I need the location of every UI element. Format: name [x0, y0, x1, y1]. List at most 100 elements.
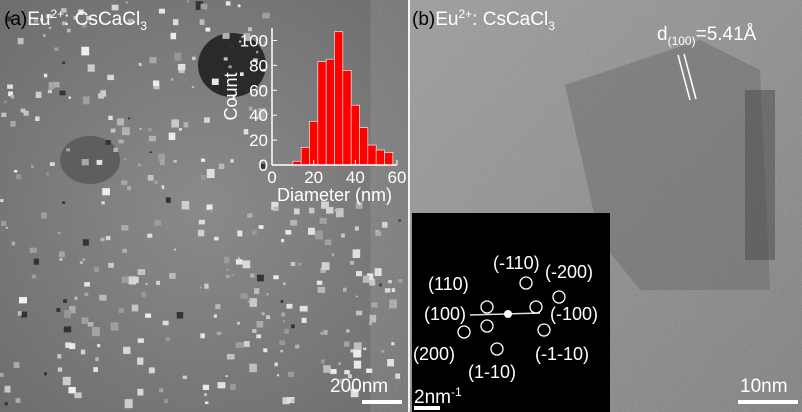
particle	[226, 275, 230, 278]
particle	[398, 279, 403, 282]
particle	[179, 128, 182, 131]
particle	[375, 231, 381, 236]
particle	[356, 271, 362, 276]
particle	[132, 305, 139, 312]
particle	[125, 399, 133, 408]
spot-label: (-1-10)	[535, 344, 589, 364]
bar	[376, 150, 384, 165]
particle	[108, 263, 114, 268]
scale-bar	[738, 400, 798, 404]
particle	[381, 350, 384, 352]
particle	[238, 4, 241, 7]
particle	[325, 240, 332, 246]
particle	[163, 321, 169, 325]
panel-label: (b)	[412, 9, 435, 30]
particle	[83, 258, 86, 261]
particle	[169, 273, 176, 279]
particle	[169, 133, 176, 140]
particle	[200, 287, 202, 289]
particle	[244, 129, 249, 134]
particle	[5, 386, 11, 393]
particle	[166, 197, 171, 202]
particle	[186, 0, 189, 2]
particle	[214, 314, 217, 317]
y-tick-label: 20	[249, 131, 268, 150]
particle	[309, 208, 315, 214]
bar	[360, 128, 368, 165]
particle	[83, 96, 90, 104]
particle	[283, 283, 285, 285]
particle	[279, 340, 285, 345]
particle	[69, 343, 75, 349]
figure: (-110) (-200) (110) (100) (-100) (200) (…	[0, 0, 802, 412]
particle	[145, 283, 148, 285]
particle	[277, 374, 279, 376]
particle	[34, 259, 39, 265]
particle	[121, 180, 127, 184]
particle	[81, 47, 89, 56]
particle	[256, 334, 261, 338]
particle	[231, 274, 234, 276]
particle	[308, 228, 315, 235]
particle	[238, 257, 240, 259]
x-tick-label: 0	[267, 168, 276, 187]
particle	[18, 311, 22, 316]
particle	[148, 128, 152, 132]
particle	[48, 90, 52, 93]
particle	[395, 373, 400, 378]
spot-label: (-100)	[550, 304, 598, 324]
particle	[153, 80, 159, 86]
spot-label: (-200)	[545, 262, 593, 282]
particle	[102, 188, 110, 195]
particle	[57, 354, 61, 359]
particle	[97, 344, 100, 347]
particle	[141, 292, 146, 298]
particle	[108, 116, 112, 120]
particle	[353, 349, 361, 358]
particle	[82, 317, 89, 323]
particle	[101, 201, 104, 204]
particle	[81, 350, 86, 355]
particle	[192, 86, 194, 88]
particle	[119, 140, 124, 144]
fft-center	[504, 310, 512, 318]
particle	[344, 370, 350, 374]
particle	[244, 341, 250, 347]
particle	[99, 295, 106, 301]
particle	[129, 276, 137, 284]
particle	[154, 220, 161, 225]
bar	[318, 62, 326, 165]
particle	[330, 369, 337, 374]
particle	[182, 201, 190, 209]
spot-label: (1-10)	[468, 362, 516, 382]
particle	[379, 283, 382, 286]
particle	[295, 345, 299, 349]
particle	[93, 367, 98, 372]
particle	[302, 318, 307, 323]
particle	[159, 9, 165, 14]
particle	[170, 33, 176, 39]
particle	[237, 322, 240, 325]
particle	[274, 362, 277, 366]
particle	[300, 306, 308, 312]
bar	[343, 70, 351, 165]
y-axis-label: Count	[221, 72, 241, 120]
particle	[217, 332, 222, 335]
particle	[227, 354, 235, 360]
particle	[94, 267, 99, 272]
particle	[83, 239, 89, 245]
particle	[323, 365, 331, 373]
particle	[226, 1, 231, 5]
particle	[248, 301, 250, 303]
dark-region	[60, 136, 120, 184]
particle	[223, 33, 230, 39]
spot-label: (200)	[413, 344, 455, 364]
particle	[50, 162, 55, 166]
particle	[128, 118, 130, 120]
particle	[88, 64, 95, 71]
particle	[111, 322, 119, 330]
particle	[138, 269, 146, 275]
particle	[226, 375, 228, 377]
particle	[56, 308, 60, 312]
particle	[6, 227, 8, 229]
